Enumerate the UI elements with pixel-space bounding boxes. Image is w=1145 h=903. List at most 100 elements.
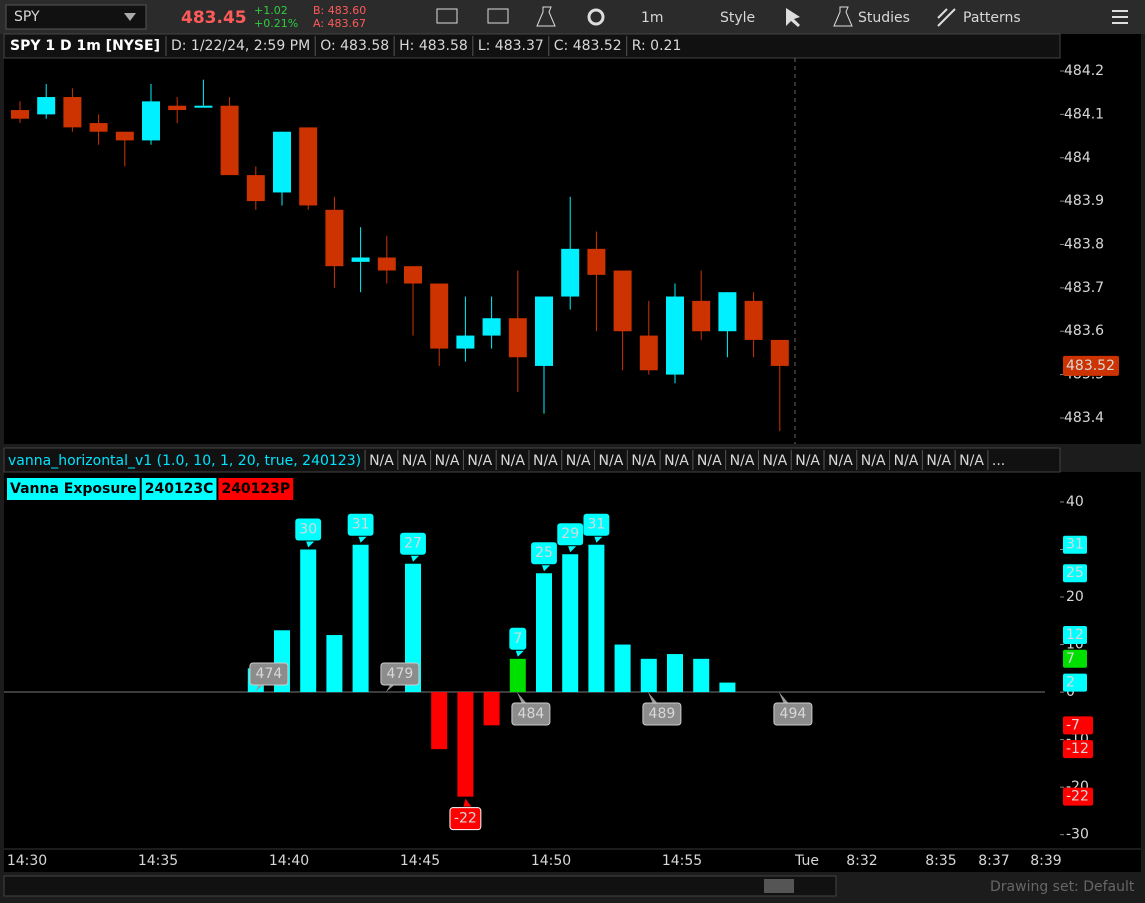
callout-box <box>509 627 527 650</box>
time-label: 14:30 <box>7 853 47 869</box>
share-icon[interactable] <box>436 8 458 24</box>
vanna-bar <box>300 549 317 693</box>
indicator-pane <box>4 472 1060 848</box>
info-field: O: 483.58 <box>320 38 389 54</box>
legend-label: 240123P <box>221 481 290 497</box>
axis-marker-label: -22 <box>1066 789 1089 805</box>
candle-body <box>11 110 29 119</box>
info-field: R: 0.21 <box>632 38 682 54</box>
vanna-bar <box>667 654 683 693</box>
candle-body <box>168 105 187 111</box>
axis-marker <box>1063 564 1087 583</box>
candle-body <box>89 123 108 132</box>
callout-tail <box>358 536 367 543</box>
studies-button[interactable]: Studies <box>858 10 910 26</box>
price-tick-label: 483.4 <box>1064 410 1104 426</box>
callout-tail <box>306 541 315 548</box>
callout-label: 29 <box>561 526 579 542</box>
status-value: N/A <box>861 453 886 469</box>
callout-box <box>531 542 557 565</box>
candle-body <box>37 97 56 115</box>
last-price-label: 483.52 <box>1066 358 1115 374</box>
status-value: N/A <box>926 453 951 469</box>
gear-icon[interactable] <box>587 8 605 26</box>
style-button[interactable]: Style <box>720 10 755 26</box>
status-value: N/A <box>566 453 591 469</box>
drawing-set[interactable]: Drawing set: Default <box>990 879 1135 895</box>
symbol-dropdown[interactable] <box>124 13 136 21</box>
status-value: N/A <box>369 453 394 469</box>
candle-body <box>666 296 684 375</box>
callout-tail <box>568 546 577 553</box>
strike-box <box>642 702 682 726</box>
callout-label: 30 <box>299 521 317 537</box>
price-tick-label: 483.8 <box>1064 236 1104 252</box>
callout-label: 27 <box>404 536 422 552</box>
callout-box <box>295 518 322 541</box>
candle-body <box>246 175 265 202</box>
candle-body <box>718 292 737 332</box>
vanna-bar <box>431 692 448 750</box>
callout-label: 31 <box>352 517 370 533</box>
price-pane <box>4 58 1060 444</box>
patterns-icon[interactable] <box>937 8 956 27</box>
callout-tail <box>411 555 419 562</box>
menu-icon[interactable] <box>1112 10 1128 24</box>
patterns-button[interactable]: Patterns <box>963 10 1021 26</box>
status-value: N/A <box>697 453 722 469</box>
strike-label: 479 <box>387 666 414 682</box>
last-price-tag <box>1063 355 1119 376</box>
symbol-box[interactable] <box>5 4 147 30</box>
indicator-tick-label: -30 <box>1066 827 1089 843</box>
candle-body <box>639 335 658 371</box>
studies-icon[interactable] <box>833 6 853 27</box>
axis-marker-label: 2 <box>1066 675 1075 691</box>
vanna-bar <box>326 635 343 693</box>
axis-marker <box>1063 535 1087 554</box>
interval[interactable]: 1m <box>641 10 664 26</box>
scrollbar[interactable] <box>3 875 837 897</box>
chart-title: SPY 1 D 1m [NYSE] <box>10 38 160 54</box>
callout-box <box>557 523 584 546</box>
strike-label: 484 <box>518 706 545 722</box>
scroll-thumb[interactable] <box>764 879 794 893</box>
candle-body <box>351 257 370 262</box>
callout-box <box>347 513 374 536</box>
status-value: N/A <box>664 453 689 469</box>
time-label: 14:35 <box>138 853 178 869</box>
vanna-bar <box>405 563 421 693</box>
callout-tail <box>542 565 550 572</box>
price-tick-label: 483.7 <box>1064 280 1104 296</box>
status-value: N/A <box>762 453 787 469</box>
vanna-bar <box>457 692 474 797</box>
legend-label: 240123C <box>145 481 214 497</box>
price-tick-label: 483.6 <box>1064 323 1104 339</box>
candle-body <box>273 131 291 193</box>
flask-icon[interactable] <box>536 6 556 27</box>
callout-box <box>400 532 426 555</box>
time-axis-bg <box>4 850 1141 872</box>
symbol[interactable]: SPY <box>14 9 40 25</box>
candle-body <box>508 318 527 358</box>
indicator-tick-label: 40 <box>1066 494 1084 510</box>
vanna-bar <box>693 658 710 693</box>
strike-box <box>773 702 813 726</box>
notes-icon[interactable] <box>487 8 509 24</box>
callout-label: 31 <box>587 517 605 533</box>
cursor-icon[interactable] <box>786 8 800 27</box>
callout-tail <box>463 798 472 807</box>
axis-marker-label: -12 <box>1066 741 1089 757</box>
indicator-header <box>3 447 1061 473</box>
candle-body <box>377 257 396 271</box>
candle-body <box>456 335 475 349</box>
status-value: ... <box>992 453 1005 469</box>
price-tick-label: 484.1 <box>1064 106 1104 122</box>
indicator-title: vanna_horizontal_v1 (1.0, 10, 1, 20, tru… <box>8 453 361 469</box>
bid: B: 483.60 <box>313 4 366 17</box>
candle-body <box>63 97 82 128</box>
vanna-bar <box>640 658 657 693</box>
strike-box <box>249 662 289 686</box>
info-field: H: 483.58 <box>399 38 468 54</box>
callout-box <box>449 807 482 831</box>
